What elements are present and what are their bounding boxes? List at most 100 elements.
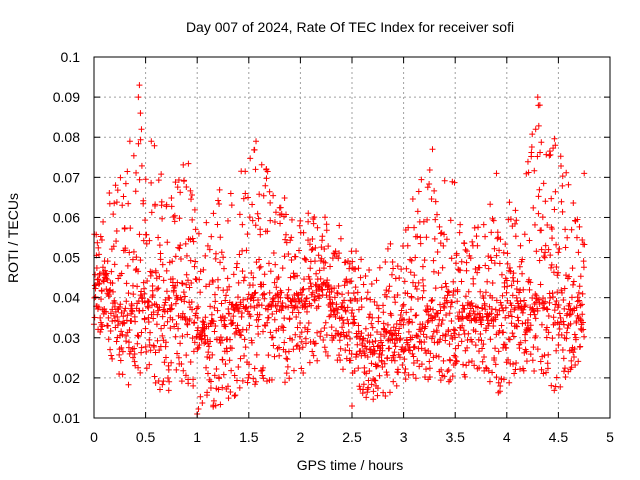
- data-point: [536, 257, 543, 264]
- data-point: [151, 142, 158, 149]
- data-point: [471, 362, 478, 369]
- data-point: [104, 258, 111, 265]
- data-point: [566, 300, 573, 307]
- data-point: [392, 343, 399, 350]
- data-point: [236, 328, 243, 335]
- data-point: [118, 328, 125, 335]
- data-point: [150, 315, 157, 322]
- data-point: [570, 349, 577, 356]
- data-point: [170, 214, 177, 221]
- data-point: [448, 255, 455, 262]
- data-point: [409, 350, 416, 357]
- data-point: [375, 305, 382, 312]
- data-point: [426, 166, 433, 173]
- data-point: [222, 361, 229, 368]
- data-point: [362, 272, 369, 279]
- data-point: [369, 339, 376, 346]
- data-point: [420, 331, 427, 338]
- data-point: [421, 257, 428, 264]
- data-point: [349, 307, 356, 314]
- data-point: [126, 249, 133, 256]
- data-point: [153, 321, 160, 328]
- data-point: [508, 302, 515, 309]
- data-point: [497, 299, 504, 306]
- data-point: [249, 201, 256, 208]
- data-point: [98, 288, 105, 295]
- data-point: [177, 189, 184, 196]
- data-point: [512, 220, 519, 227]
- data-point: [298, 329, 305, 336]
- data-point: [572, 336, 579, 343]
- data-point: [255, 297, 261, 304]
- x-tick-label: 3: [400, 429, 408, 445]
- data-point: [212, 255, 219, 262]
- data-point: [571, 307, 578, 314]
- data-point: [335, 282, 342, 289]
- data-point: [343, 333, 350, 340]
- data-point: [166, 295, 173, 302]
- data-point: [221, 314, 228, 321]
- data-point: [371, 298, 378, 305]
- data-point: [460, 327, 467, 334]
- data-point: [545, 351, 552, 358]
- data-point: [500, 307, 507, 314]
- data-point: [246, 361, 253, 368]
- data-point: [95, 281, 102, 288]
- data-point: [559, 347, 566, 354]
- data-point: [131, 345, 138, 352]
- data-point: [504, 250, 511, 257]
- data-point: [97, 233, 104, 240]
- data-point: [350, 290, 357, 297]
- data-point: [477, 330, 484, 337]
- data-point: [265, 352, 272, 359]
- data-point: [487, 336, 494, 343]
- data-point: [172, 333, 179, 340]
- data-point: [429, 296, 436, 303]
- data-point: [147, 272, 154, 279]
- data-point: [548, 261, 555, 268]
- data-point: [127, 225, 134, 232]
- data-point: [521, 231, 528, 238]
- data-point: [193, 310, 200, 317]
- data-point: [196, 276, 203, 283]
- data-point: [156, 242, 163, 249]
- data-point: [538, 227, 545, 234]
- data-point: [443, 312, 450, 319]
- data-point: [185, 380, 192, 387]
- data-point: [209, 278, 216, 285]
- data-point: [293, 313, 300, 320]
- data-point: [158, 171, 165, 178]
- data-point: [145, 319, 152, 326]
- data-point: [570, 199, 577, 206]
- data-point: [217, 401, 224, 408]
- data-point: [270, 192, 277, 199]
- data-point: [549, 335, 556, 342]
- tick-labels: 0 0.5 1 1.5 2 2.5 3 3.5 4 4.5 5 0.01 0.02 0.03 0.04 0.0…: [53, 49, 614, 445]
- data-point: [296, 345, 303, 352]
- data-point: [307, 280, 314, 287]
- data-point: [118, 270, 125, 277]
- data-point: [390, 324, 397, 331]
- data-point: [142, 217, 149, 224]
- data-point: [422, 323, 429, 330]
- data-point: [248, 270, 255, 277]
- data-point: [126, 138, 133, 145]
- data-points: [90, 82, 588, 417]
- data-point: [556, 245, 563, 252]
- data-point: [441, 231, 448, 238]
- data-point: [335, 255, 342, 262]
- data-point: [140, 197, 147, 204]
- data-point: [196, 341, 203, 348]
- data-point: [189, 235, 196, 242]
- data-point: [497, 236, 504, 243]
- data-point: [519, 320, 526, 327]
- data-point: [163, 288, 170, 295]
- data-point: [253, 351, 260, 358]
- data-point: [476, 348, 483, 355]
- data-point: [244, 379, 251, 386]
- data-point: [503, 277, 510, 284]
- data-point: [424, 319, 431, 326]
- data-point: [543, 305, 550, 312]
- data-point: [243, 304, 250, 311]
- data-point: [207, 378, 214, 385]
